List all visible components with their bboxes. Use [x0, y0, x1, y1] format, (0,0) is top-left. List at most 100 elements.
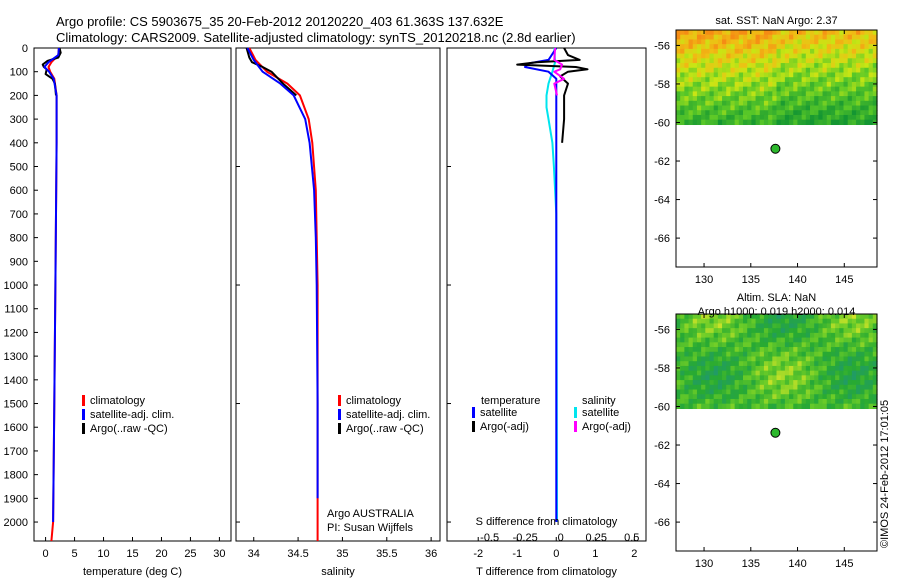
map-cell — [843, 365, 849, 372]
map-cell — [717, 30, 723, 36]
y-tick-label: 1300 — [4, 351, 28, 363]
map-cell — [797, 370, 803, 376]
map-cell — [768, 375, 773, 381]
map-cell — [738, 77, 744, 83]
map-cell — [860, 34, 866, 41]
map-cell — [743, 328, 748, 334]
map-cell — [776, 96, 782, 102]
map-cell — [793, 81, 799, 88]
map-cell — [722, 384, 727, 391]
map-cell — [810, 105, 815, 111]
map-cell — [780, 332, 786, 339]
map-cell — [801, 389, 807, 395]
map-cell — [793, 39, 799, 45]
map-cell — [755, 342, 761, 348]
map-cell — [818, 403, 824, 410]
argo-position-marker — [770, 143, 781, 154]
map-cell — [851, 337, 857, 343]
map-cell — [692, 67, 698, 74]
map-cell — [772, 394, 778, 400]
map-cell — [835, 34, 840, 41]
map-cell — [738, 114, 744, 121]
map-cell — [705, 370, 711, 376]
map-cell — [826, 351, 832, 358]
map-cell — [797, 39, 803, 45]
map-cell — [759, 77, 765, 83]
map-cell — [793, 34, 799, 41]
map-cell — [734, 63, 740, 69]
map-cell — [860, 328, 866, 334]
map-cell — [793, 72, 799, 78]
map-cell — [734, 34, 740, 41]
map-cell — [763, 375, 769, 381]
map-cell — [680, 105, 685, 111]
map-cell — [717, 96, 723, 102]
map-cell — [717, 361, 723, 367]
map-cell — [751, 347, 757, 353]
map-cell — [680, 318, 685, 325]
y-tick-label: 1700 — [4, 446, 28, 458]
map-cell — [818, 30, 824, 36]
map-cell — [814, 48, 819, 55]
map-cell — [814, 58, 819, 64]
map-cell — [747, 96, 752, 102]
map-cell — [734, 365, 740, 372]
map-cell — [734, 100, 740, 107]
map-cell — [856, 384, 861, 391]
map-cell — [709, 110, 715, 116]
map-cell — [856, 323, 861, 329]
map-cell — [835, 86, 840, 92]
map-cell — [784, 91, 790, 97]
map-cell — [743, 58, 748, 64]
map-cell — [755, 403, 761, 410]
map-cell — [701, 53, 706, 59]
map-cell — [793, 96, 799, 102]
map-cell — [822, 44, 828, 50]
map-cell — [872, 58, 878, 64]
map-cell — [822, 58, 828, 64]
map-cell — [696, 58, 702, 64]
map-cell — [822, 328, 828, 334]
map-cell — [701, 72, 706, 78]
map-cell — [810, 347, 815, 353]
map-cell — [713, 53, 719, 59]
map-cell — [755, 53, 761, 59]
map-cell — [759, 337, 765, 343]
map-cell — [784, 44, 790, 50]
map-cell — [747, 398, 752, 405]
map-cell — [726, 398, 732, 405]
map-cell — [709, 332, 715, 339]
map-cell — [860, 370, 866, 376]
x-tick-label: 1 — [592, 548, 598, 560]
map-cell — [763, 398, 769, 405]
map-cell — [789, 58, 794, 64]
map-cell — [726, 365, 732, 372]
map-cell — [730, 394, 736, 400]
map-cell — [738, 398, 744, 405]
map-cell — [797, 91, 803, 97]
map-cell — [805, 119, 811, 126]
map-cell — [676, 370, 681, 376]
map-cell — [860, 58, 866, 64]
map-cell — [684, 342, 690, 348]
map-cell — [768, 342, 773, 348]
map-cell — [713, 380, 719, 386]
series-line-salinity-argo-adj- — [553, 47, 566, 96]
map-cell — [701, 91, 706, 97]
map-cell — [734, 81, 740, 88]
map-cell — [696, 337, 702, 343]
map-cell — [856, 370, 861, 376]
map-cell — [688, 375, 694, 381]
map-cell — [864, 389, 870, 395]
map-cell — [701, 100, 706, 107]
map-cell — [797, 318, 803, 325]
map-cell — [717, 77, 723, 83]
map-cell — [789, 114, 794, 121]
map-cell — [722, 58, 727, 64]
map-cell — [830, 314, 836, 320]
map-cell — [830, 91, 836, 97]
map-cell — [810, 318, 815, 325]
map-cell — [789, 403, 794, 410]
map-cell — [822, 332, 828, 339]
map-cell — [705, 100, 711, 107]
